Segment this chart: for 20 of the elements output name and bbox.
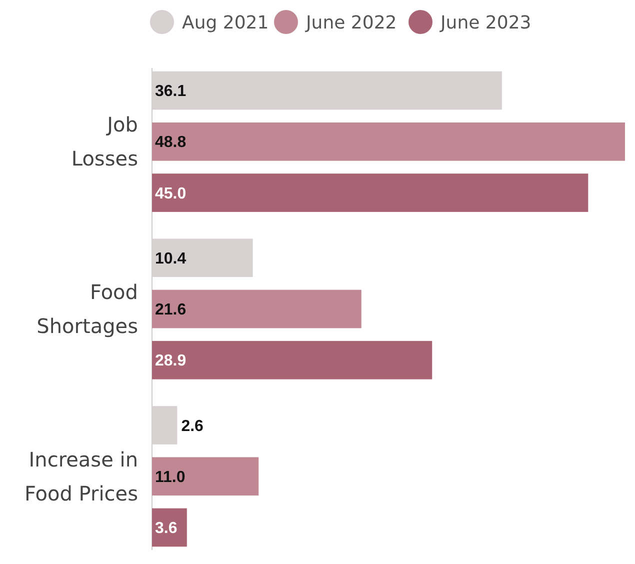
y-tick-label: Job Losses: [71, 112, 138, 171]
data-label: 48.8: [155, 134, 186, 152]
legend-label: June 2022: [305, 12, 397, 34]
data-label: 11.0: [155, 468, 186, 486]
data-label: 2.6: [181, 418, 204, 435]
bar: [152, 340, 432, 380]
data-label: 36.1: [155, 83, 186, 100]
bar: [152, 174, 588, 212]
legend-label: June 2023: [440, 12, 532, 34]
y-tick-label: Increase in Food Prices: [24, 447, 138, 506]
bar: [152, 290, 362, 328]
legend-label: Aug 2021: [182, 12, 269, 34]
bar: [152, 457, 259, 496]
data-label: 3.6: [155, 520, 178, 538]
bar: [152, 122, 625, 161]
data-label: 28.9: [155, 352, 186, 370]
data-label: 10.4: [155, 250, 186, 268]
data-label: 45.0: [155, 185, 186, 202]
y-tick-label: Food Shortages: [36, 280, 138, 338]
data-label: 21.6: [155, 302, 186, 319]
